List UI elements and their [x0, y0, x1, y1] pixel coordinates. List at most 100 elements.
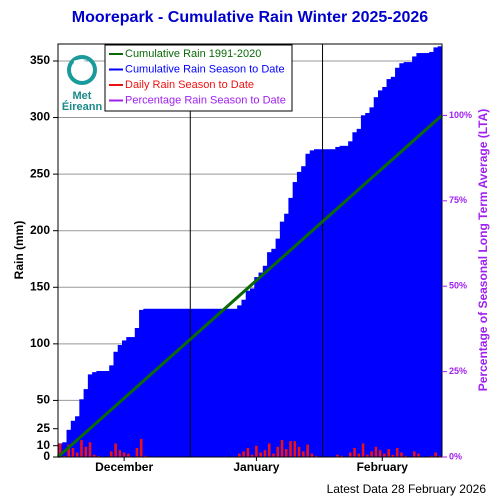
daily-bar	[284, 449, 288, 457]
cumulative-bar	[267, 252, 272, 457]
daily-bar	[302, 451, 305, 457]
cumulative-bar	[147, 308, 153, 457]
cumulative-bar	[305, 153, 311, 457]
daily-bar	[144, 455, 147, 457]
daily-bar	[383, 453, 386, 457]
daily-bar	[391, 454, 395, 457]
cumulative-bar	[335, 146, 340, 458]
cumulative-bar	[194, 308, 200, 457]
cumulative-bar	[126, 337, 131, 457]
cumulative-bar	[412, 56, 417, 458]
cumulative-bar	[75, 416, 80, 457]
y2-tick-label: 75%	[449, 195, 467, 205]
daily-bar	[297, 446, 301, 457]
cumulative-bar	[360, 115, 366, 457]
cumulative-bar	[403, 62, 409, 457]
cumulative-bar	[96, 371, 102, 457]
daily-bar	[336, 454, 339, 457]
cumulative-bar	[83, 389, 89, 457]
cumulative-bar	[437, 46, 443, 458]
cumulative-bar	[279, 221, 285, 457]
cumulative-bar	[198, 308, 204, 457]
y-tick-label: 10	[37, 438, 51, 452]
daily-bar	[58, 443, 62, 457]
cumulative-bar	[301, 166, 306, 457]
daily-bar	[438, 455, 442, 457]
daily-bar	[80, 440, 83, 457]
y-tick-label: 0	[43, 449, 50, 463]
daily-bar	[370, 451, 373, 457]
cumulative-bar	[378, 90, 383, 457]
cumulative-bar	[186, 308, 191, 457]
cumulative-bar	[190, 308, 195, 457]
y-tick-label: 150	[30, 279, 50, 293]
daily-bar	[63, 455, 66, 457]
cumulative-bar	[177, 308, 183, 457]
footer: Latest Data 28 February 2026	[327, 482, 487, 496]
cumulative-bar	[237, 305, 242, 457]
logo-text: Met	[73, 90, 92, 102]
logo-text: Éireann	[62, 100, 103, 113]
cumulative-bar	[369, 107, 375, 457]
daily-bar	[348, 452, 352, 457]
logo-mark	[67, 55, 97, 85]
y2-tick-label: 25%	[449, 366, 467, 376]
daily-bar	[139, 438, 143, 457]
daily-bar	[353, 447, 356, 457]
daily-bar	[255, 445, 258, 457]
cumulative-bar	[309, 150, 315, 458]
chart-title: Moorepark - Cumulative Rain Winter 2025-…	[72, 9, 429, 26]
daily-bar	[238, 453, 241, 457]
y2-axis-label: Percentage of Seasonal Long Term Average…	[476, 109, 490, 392]
cumulative-bar	[386, 79, 392, 457]
cumulative-bar	[284, 213, 289, 457]
cumulative-bar	[382, 86, 387, 458]
cumulative-bar	[275, 238, 281, 457]
legend-box	[104, 44, 293, 112]
cumulative-bar	[228, 308, 234, 457]
daily-bar	[366, 454, 369, 457]
y-tick-label: 100	[30, 336, 50, 350]
daily-bar	[357, 453, 361, 457]
daily-bar	[263, 450, 267, 457]
cumulative-bar	[215, 308, 221, 457]
cumulative-bar	[79, 399, 84, 457]
daily-bar	[127, 453, 130, 457]
daily-bar	[84, 446, 88, 457]
daily-bar	[340, 455, 344, 457]
cumulative-bar	[224, 308, 230, 457]
cumulative-bar	[318, 149, 323, 457]
daily-bar	[75, 452, 79, 457]
cumulative-bar	[288, 197, 294, 457]
cumulative-bar	[70, 420, 76, 457]
daily-bar	[434, 452, 437, 457]
x-tick-label: January	[233, 460, 279, 474]
daily-bar	[122, 452, 126, 457]
daily-bar	[412, 451, 416, 457]
cumulative-bar	[156, 308, 161, 457]
cumulative-bar	[416, 53, 422, 457]
daily-bar	[395, 447, 399, 457]
daily-bar	[67, 444, 70, 457]
cumulative-bar	[168, 308, 174, 457]
cumulative-bar	[331, 149, 336, 457]
cumulative-bar	[262, 265, 268, 457]
cumulative-bar	[395, 67, 400, 457]
daily-bar	[417, 453, 420, 457]
daily-bar	[404, 455, 408, 457]
cumulative-bar	[365, 113, 370, 458]
cumulative-bar	[271, 248, 276, 457]
cumulative-bar	[87, 374, 93, 457]
daily-bar	[250, 454, 254, 457]
daily-bar	[88, 442, 92, 457]
daily-bar	[280, 440, 284, 457]
cumulative-bar	[92, 372, 97, 457]
legend-label: Cumulative Rain 1991-2020	[125, 48, 261, 60]
x-tick-label: February	[357, 460, 409, 474]
lta-line	[57, 114, 443, 459]
y-tick-label: 200	[30, 223, 50, 237]
daily-bar	[430, 455, 433, 457]
cumulative-bar	[211, 308, 217, 457]
